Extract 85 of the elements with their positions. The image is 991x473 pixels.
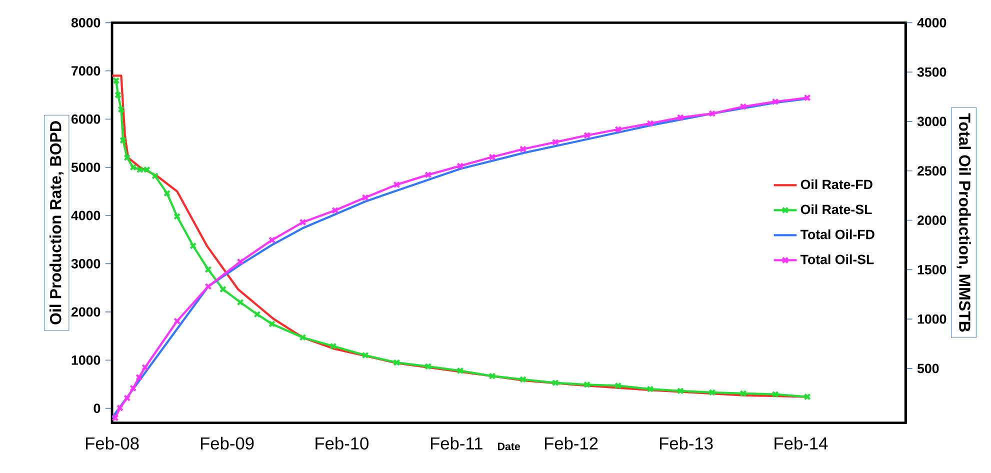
y-tick-label: 0 [94, 403, 100, 413]
x-tick-label: Feb-12 [545, 436, 598, 450]
point [120, 136, 127, 144]
point [552, 138, 559, 146]
point [552, 379, 559, 386]
point [519, 145, 527, 152]
point [424, 362, 432, 370]
point [708, 388, 716, 396]
point [124, 154, 131, 161]
point [174, 317, 181, 324]
point [236, 298, 244, 306]
y2-tick-label: 3000 [917, 116, 946, 126]
y-tick-label: 1000 [72, 355, 100, 365]
legend-label: Total Oil-SL [800, 254, 874, 264]
point [456, 366, 464, 374]
point [614, 126, 622, 133]
point [114, 91, 122, 98]
point [772, 98, 779, 105]
x-tick-label: Feb-09 [200, 436, 254, 450]
point [299, 218, 306, 226]
point [204, 282, 212, 290]
point [164, 190, 171, 197]
point [204, 266, 212, 273]
x-tick-label: Feb-08 [86, 436, 139, 450]
point [268, 236, 276, 244]
point [614, 382, 622, 389]
point [299, 334, 306, 341]
point [646, 120, 654, 127]
y2-tick-label: 1000 [918, 314, 946, 324]
y-axis-title: Oil Production Rate, BOPD [50, 120, 64, 324]
point [330, 342, 337, 350]
point [236, 258, 244, 266]
point [740, 390, 747, 397]
point [124, 394, 131, 402]
y2-tick-label: 1500 [918, 264, 946, 274]
point [362, 194, 369, 201]
y-tick-label: 3000 [71, 258, 100, 268]
point [393, 180, 400, 188]
point [268, 320, 276, 328]
y-tick-label: 4000 [71, 210, 100, 220]
point [152, 172, 159, 180]
point [393, 358, 400, 366]
y-tick-label: 5000 [71, 162, 100, 172]
point [332, 206, 339, 214]
point [136, 374, 143, 381]
point [740, 102, 747, 110]
point [676, 114, 684, 121]
point [519, 376, 527, 383]
point [708, 110, 716, 117]
y2-tick-label: 3500 [917, 67, 946, 77]
legend-label: Total Oil-FD [800, 229, 874, 239]
point [646, 385, 654, 392]
legend-label: Oil Rate-SL [800, 204, 872, 214]
point [190, 242, 197, 250]
point [362, 352, 369, 359]
x-tick-label: Feb-13 [660, 436, 713, 450]
x-tick-label: Feb-11 [430, 436, 482, 450]
point [676, 387, 684, 394]
y2-tick-label: 500 [917, 364, 939, 373]
x-tick-label: Feb-10 [316, 436, 368, 450]
point [424, 171, 432, 178]
y-tick-label: 7000 [72, 66, 100, 76]
point [584, 380, 591, 388]
point [584, 132, 591, 139]
point [116, 404, 124, 412]
y-tick-label: 2000 [71, 306, 100, 316]
point [130, 384, 137, 392]
y2-tick-label: 2500 [917, 166, 946, 176]
point [118, 106, 125, 113]
point [219, 286, 226, 293]
x-axis-title: Date [498, 442, 520, 450]
point [174, 212, 181, 220]
x-tick-label: Feb-14 [774, 436, 828, 450]
point [772, 390, 779, 398]
point [254, 310, 261, 318]
y-tick-label: 6000 [71, 114, 100, 124]
y-tick-label: 8000 [71, 18, 100, 28]
legend-label: Oil Rate-FD [800, 179, 872, 189]
point [488, 153, 496, 160]
y2-tick-label: 4000 [917, 18, 946, 28]
y2-axis-title: Total Oil Production, MMSTB [956, 113, 971, 332]
point [456, 162, 464, 170]
y2-tick-label: 2000 [917, 215, 946, 225]
point [488, 372, 496, 380]
point [142, 364, 149, 371]
